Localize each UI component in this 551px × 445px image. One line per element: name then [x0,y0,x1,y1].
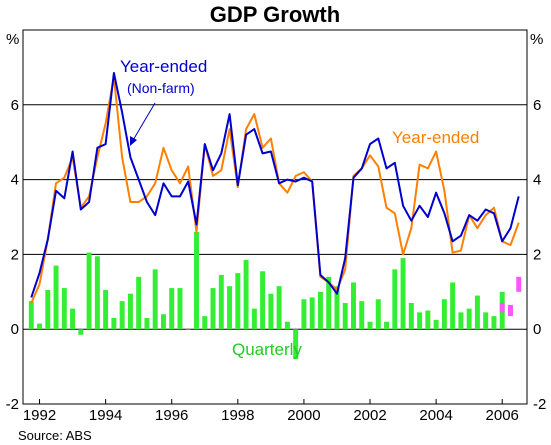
right-unit-label: % [530,31,543,48]
y-tick-right: 2 [533,246,541,263]
x-tick-label: 2000 [287,407,320,424]
year-ended-lines [30,72,520,304]
quarterly-bar [384,321,390,330]
quarterly-bar [251,308,257,330]
y-tick-left: 4 [11,172,19,189]
quarterly-bar [202,316,208,330]
quarterly-bar [441,299,447,330]
x-tick-label: 1992 [23,407,56,424]
quarterly-bar [235,273,241,330]
y-tick-right: 4 [533,172,541,189]
quarterly-bar [160,314,166,330]
quarterly-bar [210,288,216,330]
quarterly-bar [400,258,406,330]
x-tick-label: 1998 [221,407,254,424]
annotation-arrow-line [131,102,156,143]
y-tick-right: -2 [533,396,546,413]
plot-frame [22,29,528,405]
quarterly-bar [169,288,175,330]
annotation-quarterly: Quarterly [232,340,302,359]
annotation-year-ended: Year-ended [392,128,479,147]
quarterly-bar [425,310,431,330]
x-tick-label: 2006 [486,407,519,424]
y-tick-left: -2 [6,396,19,413]
annotation-year-ended-nonfarm: Year-ended [120,57,207,76]
quarterly-bar [103,289,109,330]
quarterly-bar [466,308,472,330]
quarterly-bar [408,303,414,330]
quarterly-bar [293,329,299,360]
quarterly-bar [86,252,92,330]
quarterly-bar [359,301,365,330]
y-tick-labels: -2 -2 0 0 2 2 4 4 6 6 [6,97,547,413]
quarterly-bar [342,303,348,330]
quarterly-bar [474,295,480,330]
quarterly-bar [450,282,456,330]
quarterly-bar [152,269,158,330]
x-tick-label: 1994 [89,407,122,424]
quarterly-bar [111,317,117,330]
quarterly-bar [218,274,224,330]
farm-contribution-bar [507,304,513,317]
quarterly-bar [284,321,290,330]
quarterly-bar [392,269,398,330]
quarterly-bar [326,276,332,330]
annotation-nonfarm-sub: (Non-farm) [127,80,195,96]
quarterly-bar [53,265,59,330]
x-tick-labels: 1992 1994 1996 1998 2000 2002 2004 2006 [23,399,519,424]
y-tick-right: 0 [533,321,541,338]
year-ended-nonfarm-line [30,72,520,298]
quarterly-bar [301,299,307,330]
y-tick-left: 2 [11,246,19,263]
farm-contribution-bar [516,276,522,292]
farm-contribution-bar [499,303,505,313]
year-ended-line [30,75,520,304]
quarterly-bar [28,301,34,330]
quarterly-bar [334,286,340,330]
quarterly-bar [433,319,439,330]
quarterly-bar [227,286,233,330]
quarterly-bar [177,288,183,330]
quarterly-bar [119,301,125,330]
y-tick-left: 0 [11,321,19,338]
quarterly-bar [194,231,199,330]
quarterly-bar [483,312,489,330]
quarterly-bar [367,321,373,330]
annotation-arrow-head [130,136,137,146]
left-unit-label: % [6,31,19,48]
chart-title: GDP Growth [210,2,340,27]
quarterly-bar [127,293,133,330]
quarterly-bar [94,256,100,330]
quarterly-bar [417,312,423,330]
y-tick-left: 6 [11,97,19,114]
quarterly-bar [309,297,315,330]
x-tick-label: 2004 [419,407,452,424]
source-note: Source: ABS [18,428,92,443]
quarterly-bar [458,312,464,330]
x-tick-label: 1996 [155,407,188,424]
quarterly-bar [268,293,274,330]
quarterly-bar [78,329,84,335]
quarterly-bar [317,291,323,330]
quarterly-bar [70,308,76,330]
quarterly-bar [260,271,266,330]
x-tick-label: 2002 [353,407,386,424]
quarterly-bars [28,231,522,360]
quarterly-bar [185,329,191,330]
quarterly-bar [37,323,43,330]
quarterly-bar [136,276,142,330]
quarterly-bar [45,289,51,330]
y-tick-right: 6 [533,97,541,114]
quarterly-bar [243,260,249,330]
quarterly-bar [375,299,381,330]
quarterly-bar [351,282,356,330]
quarterly-bar [276,286,282,330]
quarterly-bar [61,288,67,330]
quarterly-bar [144,317,150,330]
quarterly-bar [491,316,497,330]
